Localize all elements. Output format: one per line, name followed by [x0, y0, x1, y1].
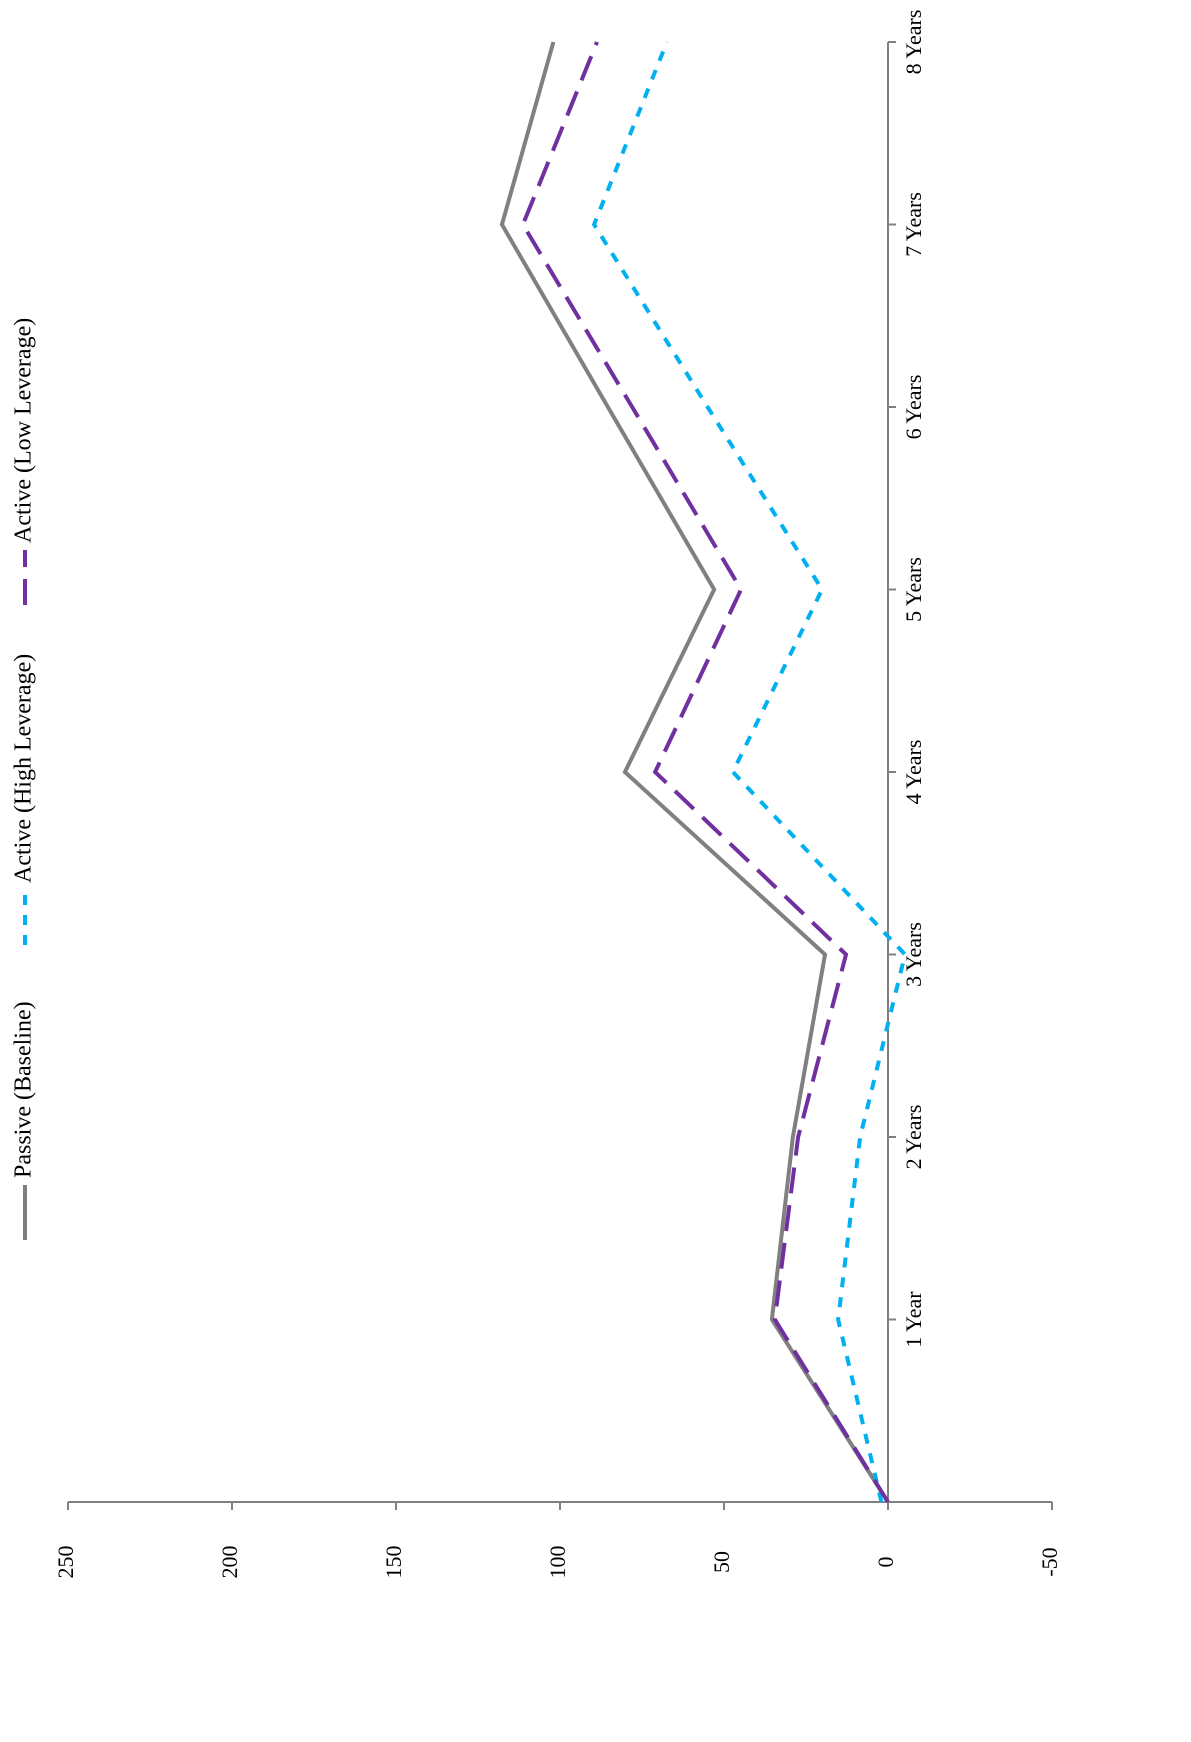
legend-label: Active (Low Leverage)	[11, 318, 37, 543]
y-tick-label: 150	[381, 1546, 406, 1579]
legend-label: Active (High Leverage)	[11, 654, 37, 883]
x-tick-label: 2 Years	[901, 1105, 926, 1170]
y-tick-label: 50	[709, 1551, 734, 1573]
legend-label: Passive (Baseline)	[11, 1001, 37, 1178]
series-line	[520, 41, 890, 1504]
series-line	[591, 41, 908, 1503]
x-tick-label: 8 Years	[901, 10, 926, 75]
y-tick-label: 0	[873, 1557, 898, 1568]
y-tick-label: -50	[1037, 1547, 1062, 1576]
x-tick-label: 6 Years	[901, 375, 926, 440]
x-tick-label: 3 Years	[901, 922, 926, 987]
series-line	[499, 41, 890, 1504]
y-tick-label: 200	[217, 1546, 242, 1579]
x-tick-label: 1 Year	[901, 1291, 926, 1348]
x-tick-label: 7 Years	[901, 192, 926, 257]
x-tick-label: 5 Years	[901, 557, 926, 622]
y-tick-label: 100	[545, 1546, 570, 1579]
y-tick-label: 250	[53, 1546, 78, 1579]
x-tick-label: 4 Years	[901, 740, 926, 805]
